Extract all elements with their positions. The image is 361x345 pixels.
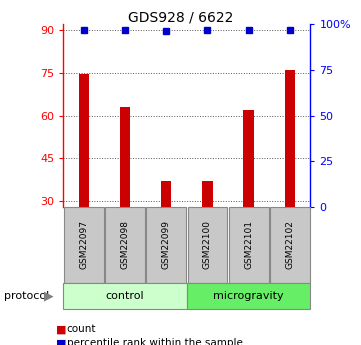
Text: ▶: ▶ bbox=[44, 289, 53, 302]
Text: GDS928 / 6622: GDS928 / 6622 bbox=[128, 10, 233, 24]
Text: GSM22097: GSM22097 bbox=[79, 220, 88, 269]
Bar bbox=[202, 181, 213, 207]
Text: protocol: protocol bbox=[4, 291, 49, 301]
Text: microgravity: microgravity bbox=[213, 291, 284, 301]
Text: count: count bbox=[67, 325, 96, 334]
Text: GSM22100: GSM22100 bbox=[203, 220, 212, 269]
Bar bbox=[285, 70, 295, 207]
Text: GSM22101: GSM22101 bbox=[244, 220, 253, 269]
Text: ■: ■ bbox=[56, 325, 66, 334]
Text: GSM22102: GSM22102 bbox=[285, 220, 294, 269]
Text: GSM22098: GSM22098 bbox=[121, 220, 130, 269]
Bar bbox=[79, 74, 89, 207]
Bar bbox=[161, 181, 171, 207]
Text: percentile rank within the sample: percentile rank within the sample bbox=[67, 338, 243, 345]
Text: GSM22099: GSM22099 bbox=[162, 220, 171, 269]
Text: ■: ■ bbox=[56, 338, 66, 345]
Bar bbox=[243, 110, 254, 207]
Bar bbox=[120, 107, 130, 207]
Text: control: control bbox=[106, 291, 144, 301]
